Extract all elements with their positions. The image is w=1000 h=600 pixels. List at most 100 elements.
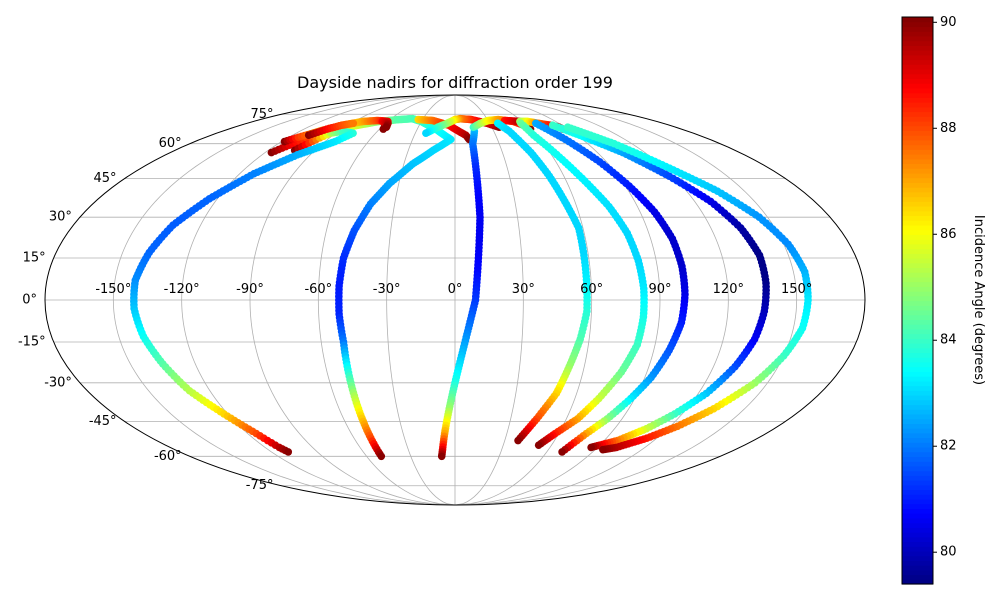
colorbar-segment <box>902 229 933 235</box>
colorbar-segment <box>902 248 933 254</box>
colorbar-segment <box>902 461 933 467</box>
colorbar-segment <box>902 494 933 500</box>
colorbar-segment <box>902 328 933 335</box>
colorbar-segment <box>902 17 933 23</box>
colorbar-segment <box>902 21 933 28</box>
colorbar-segment <box>902 305 933 311</box>
graticule <box>45 95 865 505</box>
lat-tick-label: 75° <box>250 107 273 122</box>
colorbar-segment <box>902 253 933 259</box>
colorbar-segment <box>902 432 933 439</box>
data-point <box>437 452 446 461</box>
colorbar-segment <box>902 111 933 117</box>
colorbar-segment <box>902 97 933 103</box>
colorbar-segment <box>902 508 933 514</box>
lon-tick-label: -150° <box>95 282 131 297</box>
colorbar-segment <box>902 163 933 169</box>
colorbar-segment <box>902 40 933 46</box>
colorbar-segment <box>902 83 933 89</box>
lon-gridline <box>454 95 729 505</box>
colorbar-segment <box>902 470 933 476</box>
colorbar-segment <box>902 418 933 424</box>
lon-tick-label: 90° <box>648 282 671 297</box>
colorbar-segment <box>902 158 933 165</box>
colorbar-segment <box>902 78 933 84</box>
colorbar-frame <box>901 16 934 585</box>
colorbar-segment <box>902 399 933 406</box>
colorbar-segment <box>902 380 933 387</box>
lon-gridline <box>454 95 798 505</box>
colorbar-segment <box>902 484 933 491</box>
colorbar-segment <box>902 338 933 344</box>
colorbar-segment <box>902 31 933 37</box>
colorbar-segment <box>902 371 933 377</box>
colorbar-segment <box>902 149 933 155</box>
lon-gridline <box>386 95 456 505</box>
colorbar-segment <box>902 347 933 354</box>
colorbar-segment <box>902 201 933 207</box>
colorbar-segment <box>902 135 933 141</box>
colorbar-segment <box>902 333 933 339</box>
colorbar-segment <box>902 206 933 212</box>
colorbar-segment <box>902 550 933 557</box>
colorbar-segment <box>902 239 933 245</box>
colorbar-segment <box>902 489 933 495</box>
colorbar-segment <box>902 390 933 396</box>
colorbar-segment <box>902 565 933 571</box>
colorbar-tick-label: 90 <box>940 15 957 30</box>
map-boundary <box>44 94 866 506</box>
colorbar-segment <box>902 139 933 146</box>
lat-tick-label: -30° <box>44 375 72 390</box>
colorbar-segment <box>902 300 933 306</box>
colorbar-segment <box>902 536 933 543</box>
colorbar-segment <box>902 262 933 269</box>
colorbar-segment <box>902 555 933 561</box>
colorbar-segment <box>902 68 933 75</box>
lon-tick-label: 150° <box>781 282 812 297</box>
colorbar-segment <box>902 451 933 458</box>
colorbar-segment <box>902 87 933 94</box>
colorbar-tick-label: 84 <box>940 333 957 348</box>
colorbar-segment <box>902 546 933 552</box>
colorbar-segment <box>902 35 933 42</box>
colorbar-segment <box>902 295 933 302</box>
colorbar-segment <box>902 144 933 150</box>
lon-tick-label: -30° <box>373 282 401 297</box>
lon-tick-label: 60° <box>580 282 603 297</box>
lat-tick-label: -15° <box>18 334 46 349</box>
colorbar-segment <box>902 272 933 278</box>
colorbar-segment <box>902 187 933 193</box>
colorbar-segment <box>902 532 933 538</box>
lat-tick-label: 0° <box>22 293 37 308</box>
lon-gridline <box>181 95 456 505</box>
colorbar-segment <box>902 366 933 372</box>
colorbar-tick-label: 80 <box>940 545 957 560</box>
colorbar-segment <box>902 196 933 202</box>
lon-tick-label: 120° <box>713 282 744 297</box>
lon-tick-label: -90° <box>236 282 264 297</box>
colorbar-segment <box>902 560 933 566</box>
lat-tick-label: 15° <box>23 251 46 266</box>
colorbar-segment <box>902 177 933 183</box>
colorbar-segment <box>902 343 933 349</box>
colorbar-segment <box>902 309 933 316</box>
colorbar-segment <box>902 172 933 179</box>
colorbar-segment <box>902 50 933 56</box>
lat-tick-label: -60° <box>154 449 182 464</box>
data-point <box>558 448 566 456</box>
data-point <box>534 441 543 449</box>
colorbar-segment <box>902 376 933 382</box>
colorbar-segment <box>902 120 933 127</box>
colorbar-segment <box>902 210 933 217</box>
colorbar-segment <box>902 527 933 533</box>
colorbar-segment <box>902 513 933 519</box>
colorbar-segment <box>902 243 933 250</box>
colorbar-segment <box>902 314 933 320</box>
colorbar-segment <box>902 409 933 415</box>
colorbar-segment <box>902 428 933 434</box>
colorbar-segment <box>902 404 933 410</box>
colorbar-segment <box>902 257 933 264</box>
colorbar-segment <box>902 92 933 98</box>
colorbar-segment <box>902 465 933 472</box>
colorbar-segment <box>902 73 933 80</box>
